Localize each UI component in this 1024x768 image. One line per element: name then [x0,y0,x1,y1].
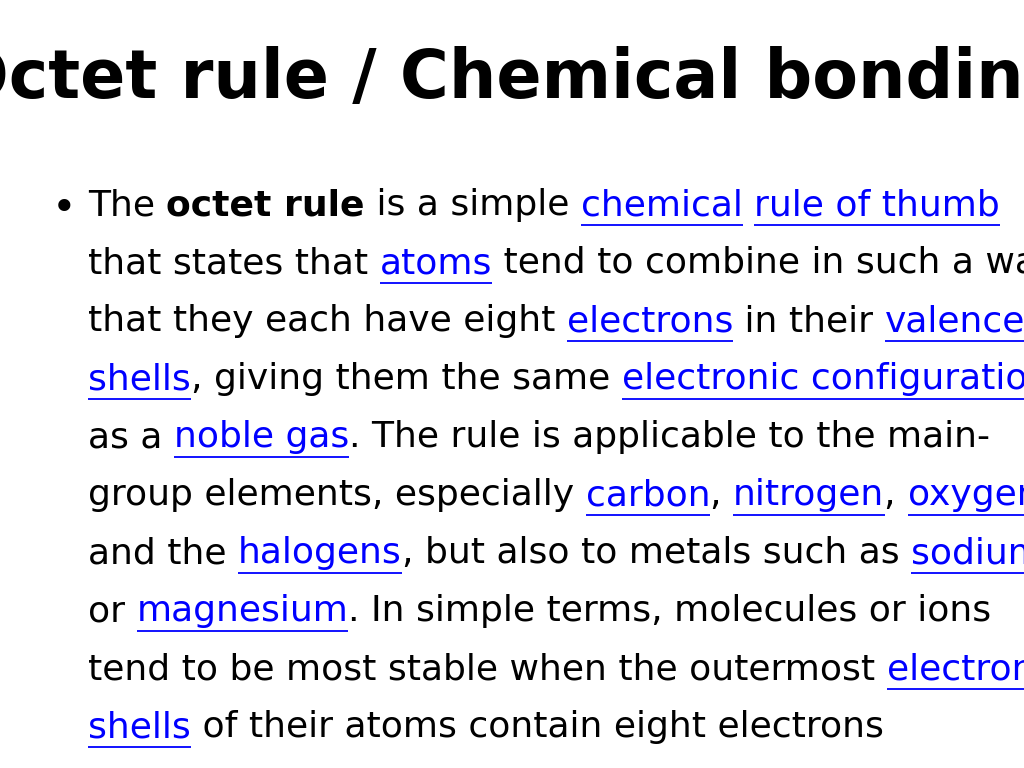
Text: halogens: halogens [238,536,401,570]
Text: or: or [88,594,136,628]
Text: Octet rule / Chemical bonding: Octet rule / Chemical bonding [0,45,1024,111]
Text: , giving them the same: , giving them the same [190,362,622,396]
Text: group elements, especially: group elements, especially [88,478,586,512]
Text: ,: , [711,478,733,512]
Text: shells: shells [88,710,190,744]
Text: tend to be most stable when the outermost: tend to be most stable when the outermos… [88,652,887,686]
Text: sodium: sodium [911,536,1024,570]
Text: nitrogen: nitrogen [733,478,885,512]
Text: noble gas: noble gas [174,420,349,454]
Text: electron: electron [887,652,1024,686]
Text: of their atoms contain eight electrons: of their atoms contain eight electrons [190,710,884,744]
Text: that they each have eight: that they each have eight [88,304,567,338]
Text: atoms: atoms [380,246,492,280]
Text: chemical: chemical [581,188,742,222]
Text: octet rule: octet rule [167,188,365,222]
Text: and the: and the [88,536,238,570]
Text: carbon: carbon [586,478,711,512]
Text: that states that: that states that [88,246,380,280]
Text: in their: in their [733,304,885,338]
Text: electronic configuration: electronic configuration [622,362,1024,396]
Text: The: The [88,188,167,222]
Text: . The rule is applicable to the main-: . The rule is applicable to the main- [349,420,990,454]
Text: oxygen: oxygen [907,478,1024,512]
Text: tend to combine in such a way: tend to combine in such a way [492,246,1024,280]
Text: . In simple terms, molecules or ions: . In simple terms, molecules or ions [348,594,991,628]
Text: valence: valence [885,304,1024,338]
Text: as a: as a [88,420,174,454]
Text: shells: shells [88,362,190,396]
Text: ,: , [885,478,907,512]
Text: rule of thumb: rule of thumb [755,188,1000,222]
Text: magnesium: magnesium [136,594,348,628]
Text: •: • [52,188,77,230]
Text: electrons: electrons [567,304,733,338]
Text: is a simple: is a simple [365,188,581,222]
Text: , but also to metals such as: , but also to metals such as [401,536,911,570]
